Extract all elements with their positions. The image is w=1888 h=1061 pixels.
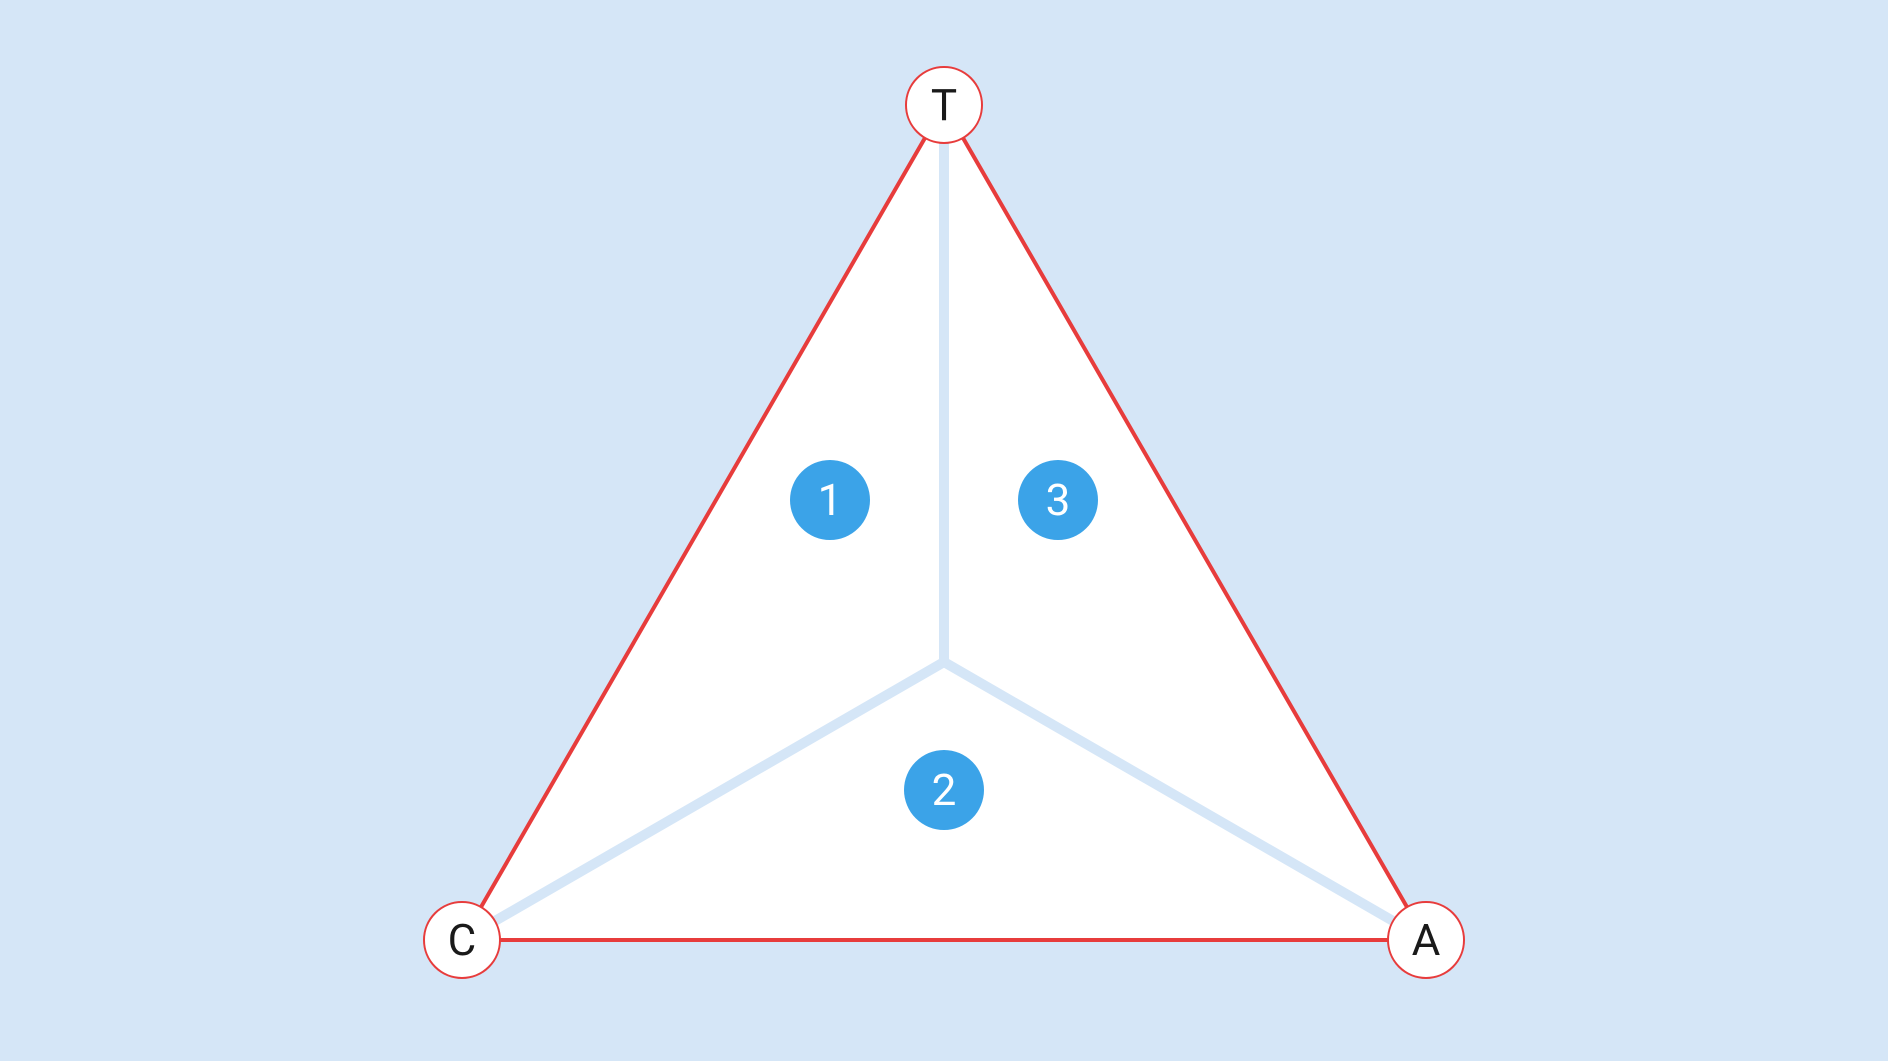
region-badge-3: 3 [1018,460,1098,540]
diagram-stage: 1 2 3 T C A [0,0,1888,1061]
vertex-label: A [1412,914,1441,966]
region-badge-label: 3 [1046,474,1071,526]
vertex-t: T [906,67,982,143]
region-badge-2: 2 [904,750,984,830]
region-badge-label: 1 [818,474,843,526]
vertex-c: C [424,902,500,978]
region-badge-1: 1 [790,460,870,540]
vertex-a: A [1388,902,1464,978]
vertex-label: C [448,914,477,966]
region-badge-label: 2 [932,764,957,816]
vertex-label: T [931,79,957,131]
triangle-diagram: 1 2 3 T C A [0,0,1888,1061]
